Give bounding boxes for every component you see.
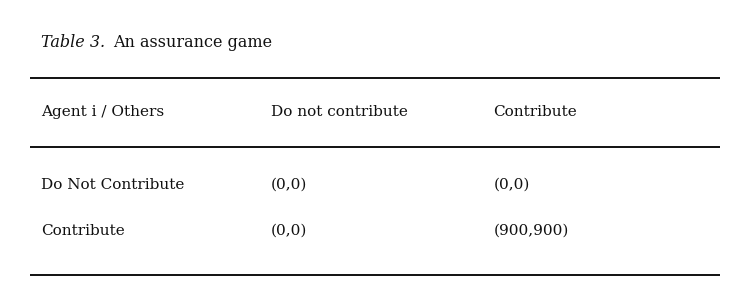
Text: (900,900): (900,900): [493, 224, 569, 238]
Text: Contribute: Contribute: [493, 105, 577, 120]
Text: Do Not Contribute: Do Not Contribute: [41, 178, 184, 192]
Text: An assurance game: An assurance game: [114, 34, 272, 52]
Text: (0,0): (0,0): [493, 178, 530, 192]
Text: Do not contribute: Do not contribute: [271, 105, 407, 120]
Text: (0,0): (0,0): [271, 224, 307, 238]
Text: Agent i / Others: Agent i / Others: [41, 105, 164, 120]
Text: Contribute: Contribute: [41, 224, 125, 238]
Text: Table 3.: Table 3.: [41, 34, 105, 52]
Text: (0,0): (0,0): [271, 178, 307, 192]
